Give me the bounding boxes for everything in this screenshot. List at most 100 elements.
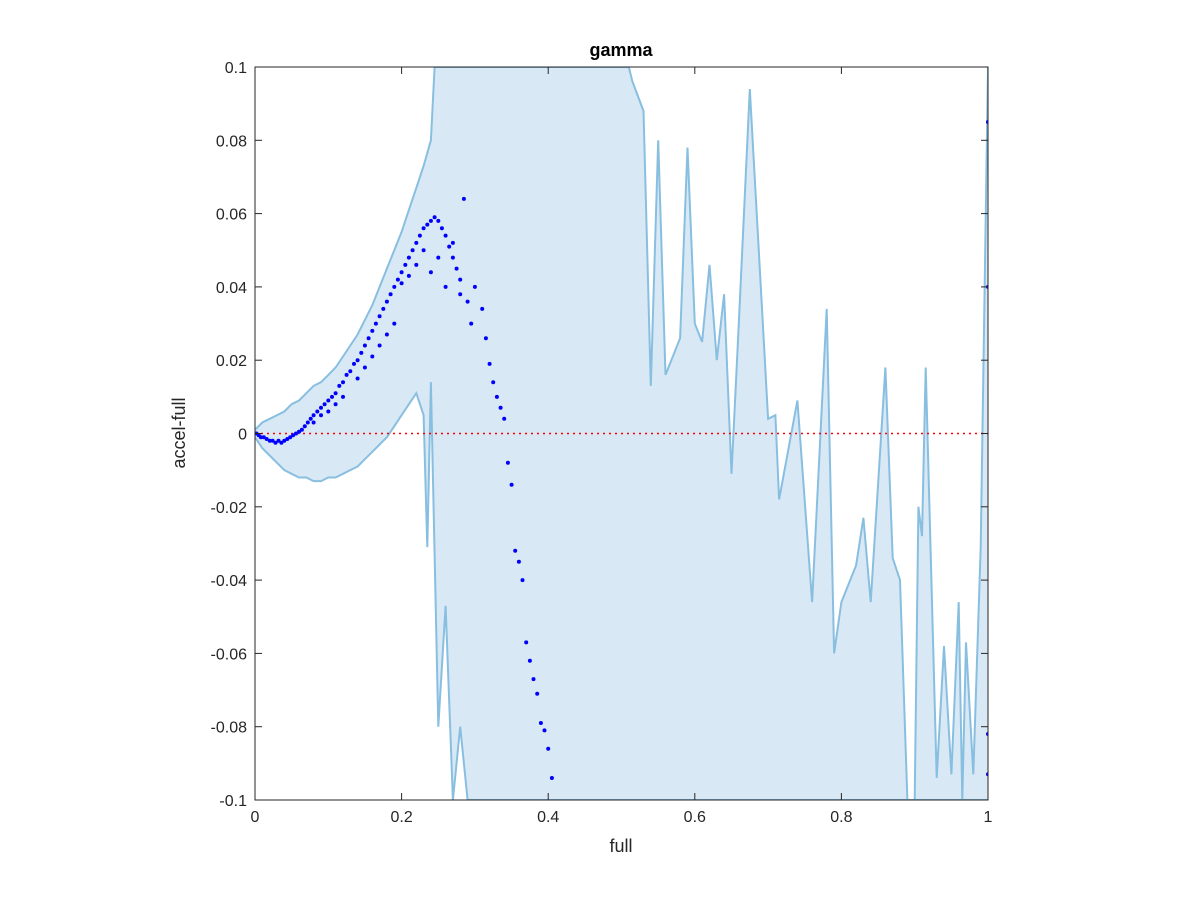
data-point-62	[465, 299, 470, 304]
data-point-53	[432, 215, 437, 220]
data-point-89	[428, 270, 433, 275]
data-point-66	[483, 336, 488, 341]
y-tick-label: 0.06	[216, 207, 247, 224]
data-point-18	[305, 420, 310, 425]
data-point-94	[355, 376, 360, 381]
x-axis-ticks: 0 0.2 0.4 0.6 0.8 1	[251, 67, 993, 826]
x-tick-label: 1	[984, 809, 993, 826]
data-point-6	[270, 438, 275, 443]
data-point-76	[520, 578, 525, 583]
data-point-26	[333, 391, 338, 396]
data-point-9	[279, 440, 284, 445]
data-point-24	[326, 398, 331, 403]
data-point-104	[311, 420, 316, 425]
y-tick-label: 0	[238, 427, 247, 444]
data-point-22	[319, 405, 323, 410]
band-upper-line	[255, 67, 988, 800]
data-point-77	[524, 640, 529, 645]
data-point-93	[458, 292, 463, 297]
data-point-70	[498, 405, 503, 410]
data-point-28	[341, 380, 345, 385]
data-point-25	[330, 394, 334, 399]
data-point-84	[549, 776, 554, 780]
y-tick-label: -0.1	[219, 793, 247, 810]
x-tick-label: 0.6	[684, 809, 706, 826]
data-point-67	[487, 361, 492, 366]
x-tick-label: 0.4	[537, 809, 559, 826]
data-point-60	[458, 277, 463, 282]
data-point-50	[421, 226, 426, 231]
data-point-38	[377, 314, 382, 319]
y-axis-label: accel-full	[169, 397, 189, 468]
data-point-39	[381, 306, 386, 311]
data-point-68	[491, 380, 496, 385]
data-point-30	[348, 369, 353, 374]
data-point-29	[344, 372, 349, 377]
data-point-87	[414, 262, 419, 267]
x-axis-label: full	[609, 836, 632, 856]
data-point-17	[302, 424, 307, 429]
data-point-11	[285, 437, 290, 441]
data-point-5	[267, 438, 272, 443]
data-point-13	[291, 433, 296, 438]
scatter-points	[255, 120, 988, 780]
data-point-10	[282, 438, 287, 443]
data-point-48	[414, 240, 419, 245]
y-tick-label: -0.04	[211, 573, 248, 590]
data-point-61	[461, 196, 466, 201]
data-point-73	[509, 482, 514, 487]
data-point-49	[417, 233, 422, 238]
data-point-65	[480, 306, 485, 311]
data-point-58	[450, 255, 455, 260]
data-point-55	[439, 226, 444, 231]
data-point-103	[319, 413, 323, 418]
data-point-80	[535, 691, 540, 696]
data-point-35	[366, 336, 371, 341]
data-point-20	[311, 413, 316, 418]
data-point-45	[403, 262, 408, 267]
data-point-88	[421, 248, 426, 253]
data-point-99	[392, 321, 397, 326]
data-point-43	[395, 277, 400, 282]
data-point-71	[502, 416, 507, 421]
data-point-3	[261, 435, 266, 440]
data-point-102	[326, 409, 331, 414]
data-point-46	[406, 255, 411, 260]
y-axis-ticks: -0.1 -0.08 -0.06 -0.04 -0.02 0 0.02 0.04 0.06 0.0…	[211, 60, 988, 810]
data-point-52	[428, 218, 433, 223]
data-point-59	[454, 266, 459, 271]
data-point-72	[505, 460, 510, 465]
data-point-74	[513, 548, 518, 553]
y-tick-label: 0.1	[225, 60, 247, 77]
data-point-85	[399, 281, 404, 286]
data-point-12	[288, 435, 293, 440]
data-point-56	[443, 233, 448, 238]
chart-title: gamma	[589, 40, 653, 60]
data-point-32	[355, 358, 360, 363]
data-point-96	[370, 354, 375, 359]
data-point-97	[377, 343, 382, 348]
data-point-14	[294, 431, 298, 436]
data-point-81	[538, 721, 543, 725]
data-point-82	[542, 728, 547, 733]
data-point-90	[436, 255, 441, 260]
data-point-40	[384, 299, 389, 304]
data-point-92	[450, 240, 455, 245]
band-lower-line	[255, 382, 988, 800]
data-point-42	[392, 284, 397, 289]
y-tick-label: -0.08	[211, 720, 248, 737]
data-point-100	[341, 394, 345, 399]
data-point-75	[516, 559, 521, 564]
plot-area	[255, 67, 988, 800]
data-point-54	[436, 218, 441, 223]
data-point-34	[362, 343, 367, 348]
data-point-64	[472, 284, 477, 289]
x-tick-label: 0.2	[390, 809, 412, 826]
y-tick-label: -0.06	[211, 646, 248, 663]
data-point-16	[299, 427, 304, 432]
data-point-37	[373, 321, 378, 326]
y-tick-label: -0.02	[211, 500, 248, 517]
data-point-51	[425, 222, 430, 227]
data-point-44	[399, 270, 404, 275]
